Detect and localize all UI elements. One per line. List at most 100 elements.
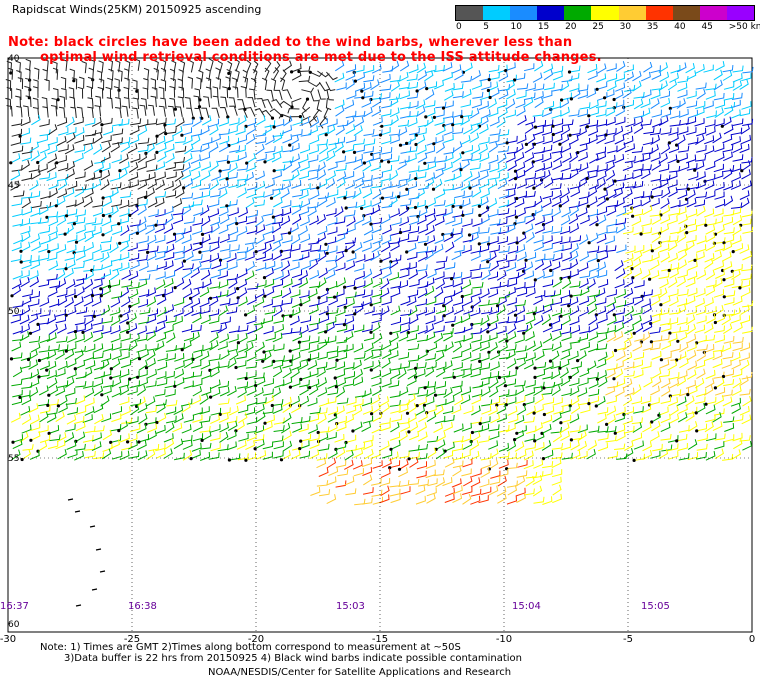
wind-barb <box>406 376 417 387</box>
wind-barb <box>307 360 318 370</box>
wind-barb <box>94 371 105 380</box>
wind-barb <box>694 160 705 171</box>
wind-barb <box>46 253 58 261</box>
contamination-dot <box>487 350 491 354</box>
wind-barb <box>469 264 481 272</box>
wind-barb <box>217 322 228 334</box>
wind-barb <box>425 381 437 389</box>
legend-label: 10 <box>510 22 522 32</box>
wind-barb <box>70 106 77 119</box>
wind-barb <box>138 359 148 371</box>
wind-barb <box>317 226 328 236</box>
wind-barb <box>202 342 213 352</box>
wind-barb <box>624 143 635 153</box>
wind-barb <box>370 162 381 172</box>
wind-barb <box>228 244 240 252</box>
wind-barb <box>112 137 123 145</box>
wind-barb <box>408 226 420 234</box>
wind-barb <box>226 416 238 424</box>
wind-barb <box>604 179 615 190</box>
wind-barb <box>614 413 625 423</box>
wind-barb <box>667 79 677 91</box>
wind-barb <box>434 234 445 244</box>
wind-barb <box>505 349 516 360</box>
wind-barb <box>397 368 407 380</box>
wind-barb <box>379 494 390 504</box>
wind-barb <box>640 98 651 109</box>
wind-barb <box>505 344 517 352</box>
wind-barb <box>677 152 688 162</box>
wind-barb <box>237 164 249 171</box>
wind-barb <box>380 126 391 136</box>
wind-barb <box>381 136 392 145</box>
wind-barb <box>651 368 662 379</box>
wind-barb <box>606 297 617 308</box>
wind-barb <box>100 251 110 263</box>
wind-barb <box>101 216 112 227</box>
wind-barb <box>596 119 608 127</box>
contamination-dot <box>477 242 481 246</box>
contamination-dot <box>227 87 231 91</box>
wind-barb <box>103 126 114 136</box>
wind-barb <box>533 241 544 252</box>
wind-barb <box>443 414 455 423</box>
wind-barb <box>525 352 536 362</box>
wind-barb <box>577 143 588 154</box>
wind-barb <box>163 134 174 144</box>
contamination-dot <box>405 187 409 191</box>
wind-barb <box>136 199 148 207</box>
wind-barb <box>452 485 463 495</box>
wind-barb <box>515 395 526 404</box>
wind-barb <box>227 344 238 353</box>
wind-barb <box>336 171 347 182</box>
wind-barb <box>560 163 571 172</box>
wind-barb <box>40 235 51 245</box>
wind-barb <box>625 118 636 128</box>
wind-barb <box>668 187 678 198</box>
wind-barb <box>496 254 508 263</box>
wind-barb <box>147 245 159 253</box>
wind-barb <box>533 422 543 433</box>
wind-barb <box>57 449 67 460</box>
contamination-dot <box>532 186 536 190</box>
wind-barb <box>516 262 527 272</box>
wind-barb <box>129 333 140 343</box>
wind-barb <box>51 97 58 110</box>
contamination-dot <box>676 339 680 343</box>
wind-barb <box>363 350 374 361</box>
wind-barb <box>46 211 59 218</box>
wind-barb <box>579 367 590 378</box>
wind-barb <box>562 278 572 290</box>
wind-barb <box>317 387 328 398</box>
wind-barb <box>597 333 608 343</box>
contamination-dot <box>26 357 31 362</box>
wind-barb <box>488 485 499 496</box>
wind-barb <box>82 414 93 423</box>
wind-barb <box>219 431 229 443</box>
wind-barb <box>192 433 204 442</box>
wind-barb <box>292 190 304 198</box>
wind-barb <box>64 187 75 198</box>
wind-barb <box>335 480 347 488</box>
wind-barb <box>732 214 743 226</box>
contamination-dot <box>720 124 724 128</box>
wind-barb <box>362 415 374 424</box>
contamination-dot <box>118 241 122 245</box>
wind-barb <box>272 435 284 443</box>
contamination-dot <box>298 115 302 119</box>
wind-barb <box>489 87 500 98</box>
wind-barb <box>326 71 338 81</box>
wind-barb <box>514 441 525 452</box>
wind-barb <box>120 306 131 317</box>
wind-barb <box>417 288 428 299</box>
wind-barb <box>470 251 481 261</box>
contamination-dot <box>289 314 293 318</box>
wind-barb <box>96 70 103 83</box>
wind-barb <box>444 262 456 270</box>
wind-barb <box>695 306 707 316</box>
wind-barb <box>292 117 303 126</box>
wind-barb <box>238 108 248 119</box>
wind-barb <box>298 277 309 289</box>
wind-barb <box>281 287 292 299</box>
wind-barb <box>713 79 723 91</box>
